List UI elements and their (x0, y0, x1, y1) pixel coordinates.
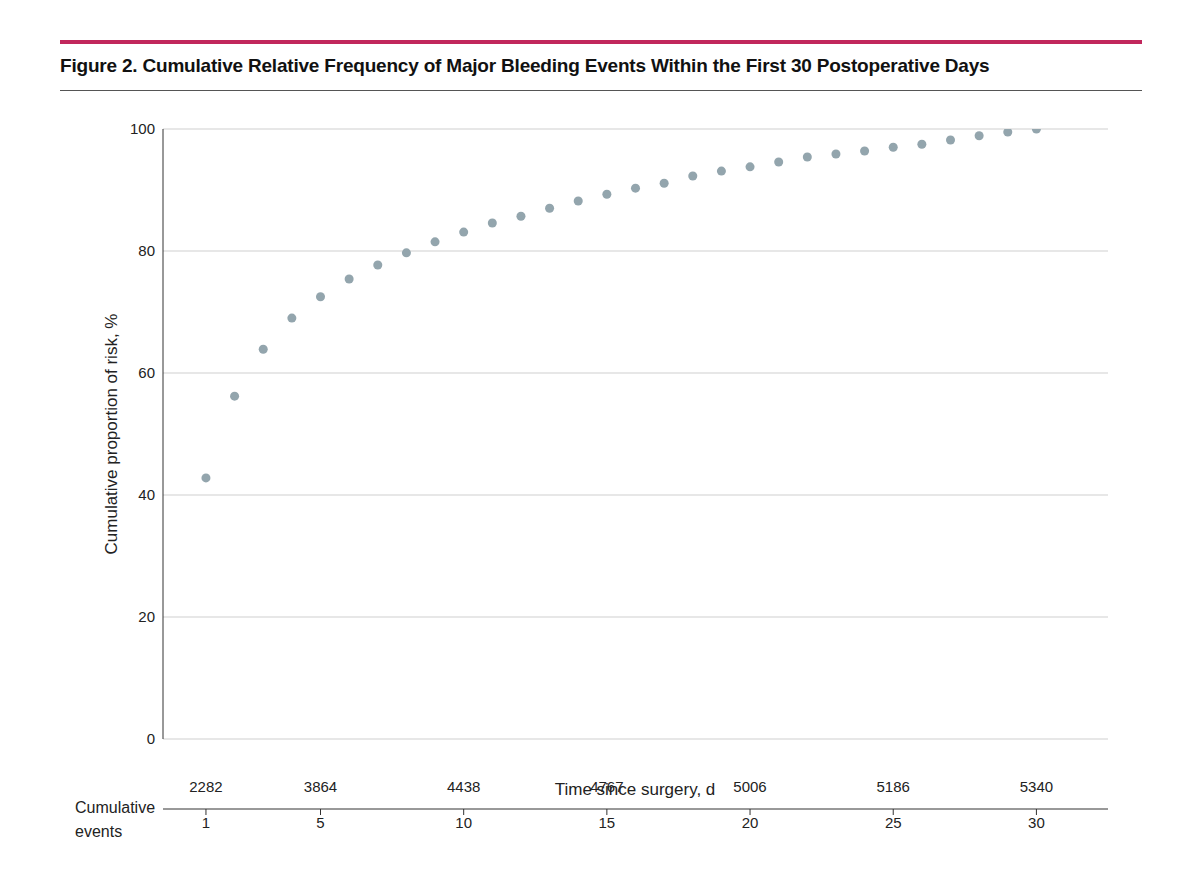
svg-text:15: 15 (599, 814, 616, 831)
svg-text:100: 100 (130, 120, 155, 137)
svg-text:80: 80 (138, 242, 155, 259)
svg-text:3864: 3864 (304, 778, 337, 795)
svg-text:5: 5 (316, 814, 324, 831)
svg-text:4767: 4767 (590, 778, 623, 795)
svg-text:10: 10 (455, 814, 472, 831)
svg-text:30: 30 (1028, 814, 1045, 831)
svg-text:2282: 2282 (189, 778, 222, 795)
svg-text:5340: 5340 (1020, 778, 1053, 795)
svg-text:5186: 5186 (877, 778, 910, 795)
svg-text:5006: 5006 (733, 778, 766, 795)
svg-text:40: 40 (138, 486, 155, 503)
svg-text:0: 0 (147, 730, 155, 747)
svg-text:20: 20 (138, 608, 155, 625)
svg-text:1: 1 (202, 814, 210, 831)
svg-text:60: 60 (138, 364, 155, 381)
svg-text:20: 20 (742, 814, 759, 831)
svg-text:25: 25 (885, 814, 902, 831)
svg-text:4438: 4438 (447, 778, 480, 795)
